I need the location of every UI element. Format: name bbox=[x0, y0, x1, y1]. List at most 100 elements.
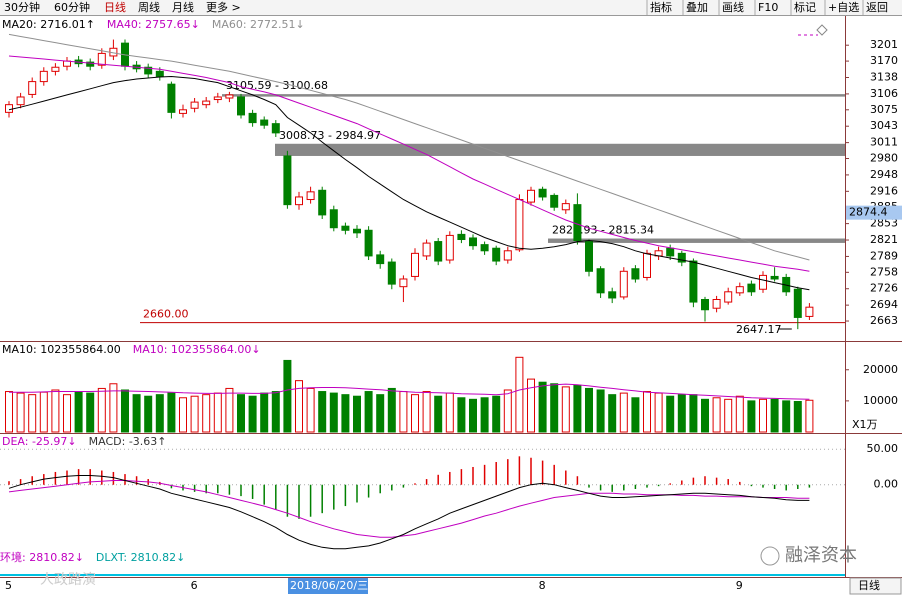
volume-bar bbox=[51, 389, 60, 433]
toolbar-button[interactable]: 指标 bbox=[650, 0, 672, 14]
volume-bar bbox=[341, 394, 350, 433]
candle-body bbox=[701, 298, 709, 311]
indicator-label: DLXT: 2810.82↓ bbox=[96, 551, 185, 564]
candle-body bbox=[712, 298, 721, 309]
volume-bar bbox=[28, 394, 37, 433]
volume-bar bbox=[329, 392, 338, 433]
volume-bar bbox=[503, 389, 512, 433]
toolbar-button[interactable]: F10 bbox=[758, 1, 778, 14]
candle-body bbox=[689, 260, 698, 303]
volume-bar bbox=[364, 391, 373, 433]
volume-bar bbox=[492, 395, 501, 433]
cursor-date-box bbox=[288, 578, 368, 594]
y-tick-label: 2694 bbox=[870, 298, 898, 311]
volume-bar bbox=[434, 395, 443, 433]
volume-bar bbox=[550, 383, 559, 433]
y-tick-label: 2948 bbox=[870, 168, 898, 181]
toolbar-tab[interactable]: 60分钟 bbox=[54, 0, 90, 14]
volume-bar bbox=[97, 387, 106, 433]
volume-bar bbox=[411, 394, 419, 433]
volume-bar bbox=[225, 387, 234, 433]
candle-body bbox=[561, 203, 570, 211]
candle-body bbox=[86, 61, 95, 67]
candle-body bbox=[445, 234, 454, 261]
volume-bar bbox=[295, 380, 303, 433]
volume-bar bbox=[353, 395, 361, 433]
volume-bar bbox=[109, 383, 118, 433]
y-tick-label: 2853 bbox=[870, 217, 898, 230]
candle-body bbox=[295, 196, 303, 206]
candle-body bbox=[538, 188, 547, 198]
volume-bar bbox=[167, 392, 176, 433]
candle-body bbox=[306, 191, 315, 201]
volume-bar bbox=[86, 392, 95, 433]
toolbar-tab[interactable]: 周线 bbox=[138, 0, 160, 14]
toolbar-tab[interactable]: 更多 > bbox=[206, 0, 241, 14]
volume-bar bbox=[585, 387, 593, 433]
period-button[interactable]: 日线 bbox=[858, 578, 880, 592]
macd-line bbox=[8, 480, 810, 538]
candle-body bbox=[770, 275, 779, 280]
toolbar-button[interactable]: 叠加 bbox=[686, 1, 708, 14]
candle-body bbox=[260, 119, 269, 126]
volume-bar bbox=[724, 398, 733, 433]
candle-body bbox=[585, 241, 593, 272]
toolbar-button[interactable]: 画线 bbox=[722, 0, 744, 14]
toolbar-button[interactable]: 返回 bbox=[866, 1, 888, 14]
candle-body bbox=[457, 233, 466, 241]
candle-body bbox=[353, 228, 361, 234]
legend-entry: MACD: -3.63↑ bbox=[89, 435, 167, 448]
candle-body bbox=[364, 229, 373, 257]
legend-entry: MA40: 2757.65↓ bbox=[107, 18, 200, 31]
diamond-icon[interactable] bbox=[816, 24, 828, 36]
candle-body bbox=[51, 66, 60, 72]
candle-body bbox=[805, 306, 814, 317]
volume-bar bbox=[179, 397, 187, 433]
unit-label: X1万 bbox=[852, 418, 878, 431]
volume-bar bbox=[202, 394, 211, 433]
candle-body bbox=[16, 96, 25, 106]
volume-bar bbox=[677, 394, 686, 433]
y-tick-label: 2726 bbox=[870, 282, 898, 295]
candle-body bbox=[318, 189, 327, 216]
candle-body bbox=[619, 270, 628, 298]
toolbar-button[interactable]: +自选 bbox=[828, 1, 859, 14]
volume-bar bbox=[561, 386, 570, 433]
candle-body bbox=[387, 261, 396, 285]
toolbar-button[interactable]: 标记 bbox=[794, 0, 816, 14]
volume-bar bbox=[306, 387, 315, 433]
toolbar-tab[interactable]: 30分钟 bbox=[4, 0, 40, 14]
volume-bar bbox=[666, 395, 675, 433]
candle-body bbox=[63, 60, 71, 67]
candle-body bbox=[271, 123, 280, 134]
candle-body bbox=[747, 283, 756, 293]
volume-bar bbox=[805, 399, 814, 433]
volume-bar bbox=[271, 391, 280, 433]
volume-bar bbox=[121, 389, 129, 433]
low-annotation: 2647.17 bbox=[736, 323, 782, 336]
toolbar-tab[interactable]: 月线 bbox=[172, 0, 194, 14]
candle-body bbox=[202, 100, 211, 106]
y-tick-label: 0.00 bbox=[874, 478, 899, 491]
volume-bar bbox=[445, 392, 454, 433]
volume-bar bbox=[596, 389, 605, 433]
price-level-label: 3105.59 - 3100.68 bbox=[226, 79, 328, 92]
volume-bar bbox=[74, 391, 83, 433]
candle-body bbox=[735, 286, 744, 294]
candle-body bbox=[329, 209, 338, 229]
volume-bar bbox=[782, 400, 791, 433]
legend-entry: MA60: 2772.51↓ bbox=[212, 18, 305, 31]
toolbar-tab[interactable]: 日线 bbox=[104, 0, 126, 14]
volume-bar bbox=[735, 395, 744, 433]
volume-bar bbox=[260, 392, 269, 433]
candle-body bbox=[515, 199, 524, 251]
y-tick-label: 2821 bbox=[870, 233, 898, 246]
candle-body bbox=[480, 244, 489, 252]
volume-bar bbox=[527, 378, 535, 433]
volume-bar bbox=[318, 391, 327, 433]
candle-body bbox=[248, 112, 257, 124]
volume-bar bbox=[654, 392, 663, 433]
support-label: 2660.00 bbox=[143, 308, 189, 321]
